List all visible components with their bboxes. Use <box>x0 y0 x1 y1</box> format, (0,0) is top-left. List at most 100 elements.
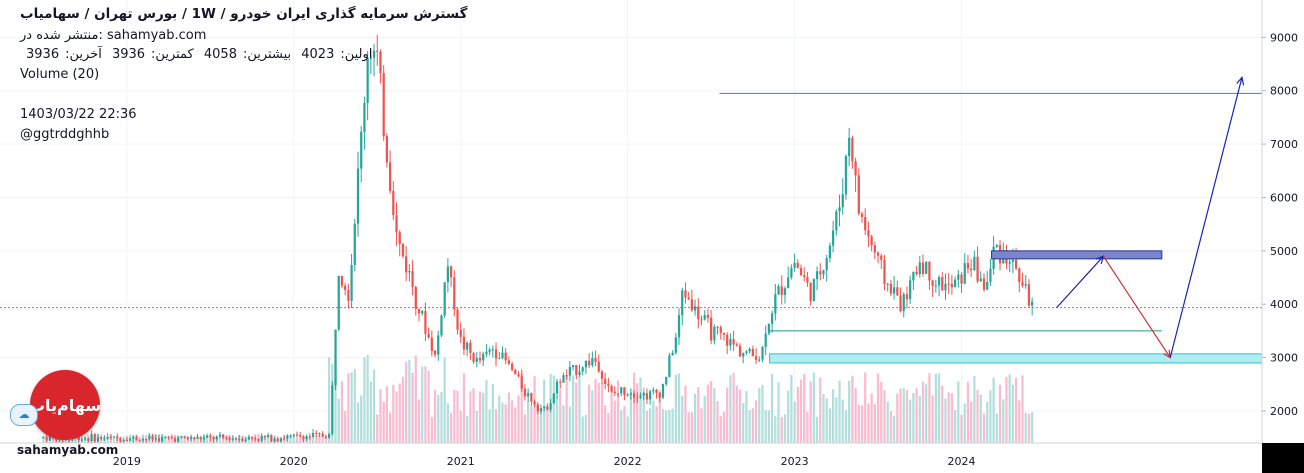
candle-body <box>588 360 591 366</box>
candle-body <box>761 346 764 360</box>
candle-body <box>729 339 732 346</box>
close-value: 3936 <box>26 47 60 62</box>
candle-body <box>979 278 982 282</box>
candle-body <box>796 262 799 268</box>
volume-bar <box>764 409 767 443</box>
volume-bar <box>815 416 819 443</box>
candle-body <box>437 335 440 355</box>
volume-bar <box>989 390 992 443</box>
candle-body <box>337 275 340 330</box>
candle-body <box>376 50 379 52</box>
volume-bar <box>456 390 459 443</box>
candle-body <box>132 436 135 439</box>
candle-body <box>472 352 475 362</box>
sahamyab-logo[interactable]: سهام‌یاب <box>29 370 101 440</box>
volume-bar <box>774 415 777 443</box>
volume-bar <box>571 375 575 443</box>
candle-body <box>770 313 774 324</box>
volume-bar <box>864 372 867 443</box>
time-axis[interactable]: 2019 2020 2021 2022 2023 2024 <box>0 442 1262 473</box>
candle-body <box>250 436 254 439</box>
volume-bar <box>857 404 860 443</box>
candle-body <box>623 387 626 396</box>
candle-body <box>581 367 584 372</box>
volume-bar <box>485 379 488 443</box>
time-tick-label: 2024 <box>948 455 976 468</box>
volume-bar <box>944 398 947 443</box>
candle-body <box>777 286 780 295</box>
candle-body <box>469 342 472 353</box>
volume-bar <box>363 357 366 443</box>
candle-body <box>459 329 462 337</box>
candle-body <box>864 216 867 231</box>
candle-body <box>222 434 225 438</box>
candle-body <box>340 275 344 286</box>
volume-bar <box>398 383 401 443</box>
candle-body <box>103 438 106 440</box>
volume-bar <box>408 359 411 443</box>
cloud-icon[interactable]: ☁ <box>10 404 38 426</box>
candle-body <box>658 393 661 398</box>
volume-bar <box>732 373 735 443</box>
volume-bar <box>851 376 854 443</box>
candle-body <box>828 245 832 259</box>
candle-body <box>366 58 369 104</box>
volume-bar <box>565 374 568 443</box>
volume-legend: Volume (20) <box>20 67 100 82</box>
candle-body <box>498 358 501 360</box>
candle-body <box>738 345 742 357</box>
candle-body <box>311 432 315 437</box>
volume-bar <box>716 401 719 443</box>
volume-bar <box>42 435 45 443</box>
candle-body <box>173 438 177 442</box>
volume-bar <box>517 395 520 443</box>
candle-body <box>873 245 876 253</box>
volume-bar <box>719 416 722 443</box>
volume-bar <box>620 410 623 443</box>
volume-bar <box>957 381 960 443</box>
candle-body <box>751 348 754 357</box>
volume-bar <box>742 403 745 443</box>
price-axis[interactable]: 2000 3000 4000 5000 6000 7000 8000 9000 <box>1261 0 1304 443</box>
candle-body <box>812 279 815 302</box>
open-value: 4023 <box>301 47 335 62</box>
volume-bar <box>462 373 466 443</box>
candle-body <box>636 397 639 399</box>
candle-body <box>639 395 642 398</box>
candle-body <box>363 103 366 132</box>
candle-body <box>754 356 758 360</box>
volume-bar <box>632 372 636 443</box>
candle-body <box>247 436 250 440</box>
candle-body <box>161 437 164 442</box>
candle-body <box>600 371 604 379</box>
volume-bar <box>597 383 600 443</box>
candle-body <box>928 261 931 281</box>
candle-body <box>649 391 652 400</box>
candle-body <box>899 295 902 312</box>
candle-body <box>684 290 687 298</box>
volume-bar <box>180 435 183 443</box>
candle-body <box>135 436 138 441</box>
candle-body <box>1031 301 1034 306</box>
volume-bar <box>982 413 986 443</box>
volume-bar <box>385 386 389 443</box>
volume-bar <box>488 409 491 443</box>
volume-bar <box>841 399 844 443</box>
candle-body <box>652 389 655 392</box>
candle-body <box>722 332 726 335</box>
volume-bar <box>568 406 572 443</box>
volume-bar <box>722 411 726 443</box>
candle-body <box>527 393 530 397</box>
candle-body <box>918 262 921 275</box>
candle-body <box>838 207 841 212</box>
volume-bar <box>973 375 976 443</box>
price-tick-label: 6000 <box>1270 191 1298 204</box>
candle-body <box>565 375 568 377</box>
volume-bar <box>510 400 514 443</box>
volume-bar <box>915 388 918 443</box>
volume-bar <box>677 373 681 443</box>
volume-bar <box>523 414 527 443</box>
candle-body <box>886 283 889 285</box>
candle-body <box>164 436 167 438</box>
